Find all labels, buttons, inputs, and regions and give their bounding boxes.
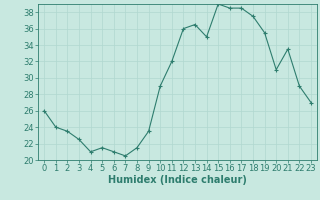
X-axis label: Humidex (Indice chaleur): Humidex (Indice chaleur)	[108, 175, 247, 185]
